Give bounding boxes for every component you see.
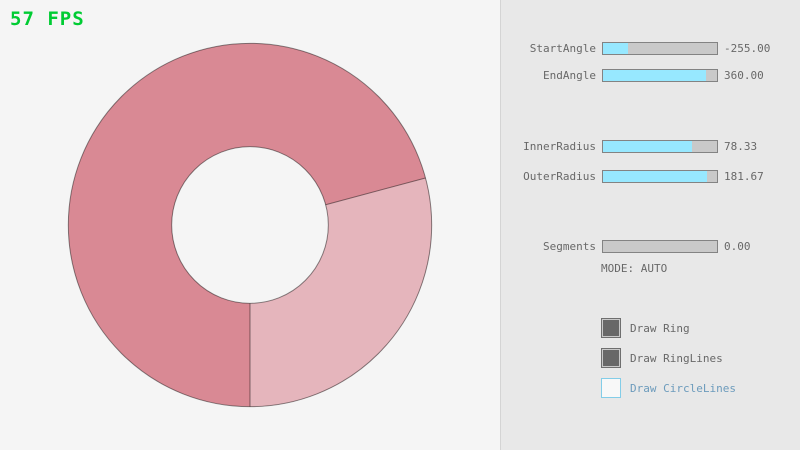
start-angle-slider[interactable] bbox=[602, 41, 718, 55]
draw-ringlines-label: Draw RingLines bbox=[630, 351, 723, 365]
segments-value: 0.00 bbox=[724, 239, 751, 253]
inner-radius-slider[interactable] bbox=[602, 139, 718, 153]
segments-slider[interactable] bbox=[602, 239, 718, 253]
controls-panel: StartAngle -255.00 EndAngle 360.00 Inner… bbox=[500, 0, 800, 450]
inner-radius-label: InnerRadius bbox=[523, 139, 596, 153]
outer-radius-row: OuterRadius 181.67 bbox=[501, 169, 800, 183]
start-angle-row: StartAngle -255.00 bbox=[501, 41, 800, 55]
draw-circlelines-checkbox[interactable] bbox=[601, 378, 621, 398]
draw-circlelines-row: Draw CircleLines bbox=[601, 378, 736, 398]
end-angle-label: EndAngle bbox=[543, 68, 596, 82]
end-angle-slider[interactable] bbox=[602, 68, 718, 82]
end-angle-slider-fill bbox=[603, 69, 706, 81]
draw-ring-row: Draw Ring bbox=[601, 318, 690, 338]
start-angle-label: StartAngle bbox=[529, 41, 596, 55]
end-angle-row: EndAngle 360.00 bbox=[501, 68, 800, 82]
outer-radius-label: OuterRadius bbox=[523, 169, 596, 183]
segments-mode-text: MODE: AUTO bbox=[601, 262, 668, 275]
inner-radius-value: 78.33 bbox=[724, 139, 758, 153]
outer-radius-slider-fill bbox=[603, 170, 707, 182]
draw-ring-label: Draw Ring bbox=[630, 321, 690, 335]
draw-ringlines-checkbox[interactable] bbox=[601, 348, 621, 368]
inner-radius-row: InnerRadius 78.33 bbox=[501, 139, 800, 153]
outer-radius-slider[interactable] bbox=[602, 169, 718, 183]
draw-ringlines-row: Draw RingLines bbox=[601, 348, 723, 368]
segments-row: Segments 0.00 bbox=[501, 239, 800, 253]
inner-radius-slider-fill bbox=[603, 140, 693, 152]
end-angle-value: 360.00 bbox=[724, 68, 764, 82]
outer-radius-value: 181.67 bbox=[724, 169, 764, 183]
draw-circlelines-label: Draw CircleLines bbox=[630, 381, 736, 395]
start-angle-slider-fill bbox=[603, 42, 628, 54]
start-angle-value: -255.00 bbox=[724, 41, 771, 55]
segments-label: Segments bbox=[543, 239, 596, 253]
donut-ring-canvas bbox=[67, 42, 433, 408]
draw-ring-checkbox[interactable] bbox=[601, 318, 621, 338]
fps-counter: 57 FPS bbox=[10, 8, 85, 30]
